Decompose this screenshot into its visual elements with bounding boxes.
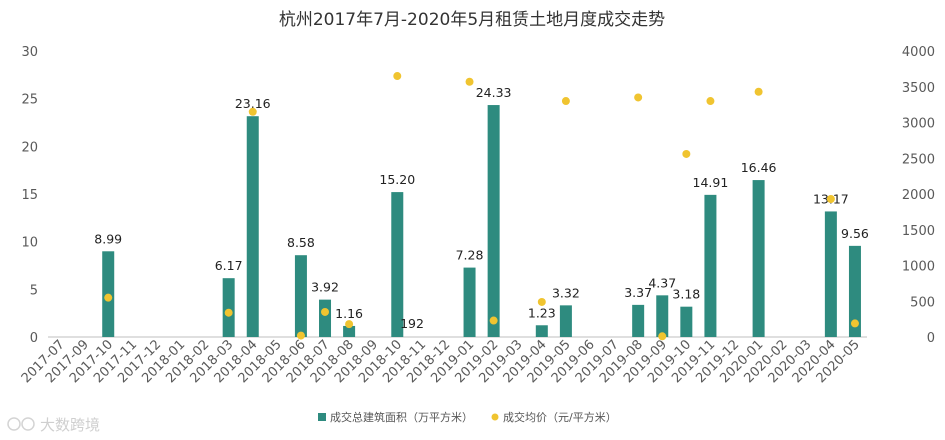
bar-value-label: 4.37 xyxy=(648,275,676,290)
price-point xyxy=(850,319,859,328)
y-right-tick-label: 4000 xyxy=(902,45,935,60)
bar xyxy=(656,295,669,337)
bar-value-label: 1.23 xyxy=(528,305,556,320)
watermark-text: 大数跨境 xyxy=(40,416,100,434)
price-point xyxy=(826,195,835,204)
y-right-tick-label: 2500 xyxy=(902,152,935,167)
bar xyxy=(848,245,861,337)
price-point xyxy=(489,316,498,325)
y-left-tick-label: 20 xyxy=(21,140,38,155)
watermark: 大数跨境 xyxy=(7,416,100,434)
chart-title: 杭州2017年7月-2020年5月租赁土地月度成交走势 xyxy=(279,10,665,30)
bar xyxy=(294,255,307,337)
legend-swatch-price xyxy=(491,413,499,421)
bar-series xyxy=(102,105,861,337)
legend-label-area: 成交总建筑面积（万平方米） xyxy=(330,410,473,424)
price-points xyxy=(104,72,859,341)
bar xyxy=(246,116,259,337)
y-right-tick-label: 0 xyxy=(927,331,935,346)
bar-value-label: 3.92 xyxy=(311,280,339,295)
price-point xyxy=(321,307,330,316)
bar xyxy=(319,299,332,337)
y-axis-left: 0 5 10 15 20 25 30 xyxy=(21,45,38,346)
bar-value-label: 16.46 xyxy=(741,160,777,175)
bar xyxy=(535,325,548,337)
y-left-tick-label: 30 xyxy=(21,45,38,60)
y-right-tick-label: 500 xyxy=(910,295,935,310)
price-point xyxy=(248,107,257,116)
y-right-tick-label: 3500 xyxy=(902,81,935,96)
y-right-tick-label: 1500 xyxy=(902,224,935,239)
bar-value-label: 1.16 xyxy=(335,306,363,321)
y-right-tick-label: 2000 xyxy=(902,188,935,203)
y-left-tick-label: 5 xyxy=(30,283,38,298)
bar-value-label: 8.99 xyxy=(94,231,122,246)
y-axis-right: 0 500 1000 1500 2000 2500 3000 3500 4000 xyxy=(902,45,935,346)
bar xyxy=(391,192,404,337)
price-point xyxy=(561,97,570,106)
legend-label-price: 成交均价（元/平方米） xyxy=(503,410,617,424)
y-left-tick-label: 10 xyxy=(21,236,38,251)
price-point xyxy=(537,297,546,306)
price-point xyxy=(104,293,113,302)
bar xyxy=(824,211,837,337)
y-left-tick-label: 25 xyxy=(21,93,38,108)
bar-value-label: 7.28 xyxy=(456,248,484,263)
price-point xyxy=(682,149,691,158)
legend: 成交总建筑面积（万平方米） 成交均价（元/平方米） xyxy=(318,410,617,424)
bar-value-label: 24.33 xyxy=(476,85,512,100)
annotation-192: 192 xyxy=(400,316,424,331)
bar-value-label: 3.37 xyxy=(624,285,652,300)
x-axis: 2017-072017-092017-102017-112017-122018-… xyxy=(19,337,863,386)
price-point xyxy=(345,320,354,329)
bar xyxy=(752,180,765,337)
bar-value-label: 6.17 xyxy=(215,258,243,273)
bar-value-label: 23.16 xyxy=(235,96,271,111)
legend-swatch-area xyxy=(318,413,326,421)
bar xyxy=(680,306,693,337)
price-point xyxy=(754,87,763,96)
price-point xyxy=(224,308,233,317)
bar xyxy=(704,194,717,337)
bar xyxy=(632,304,645,337)
price-point xyxy=(658,332,667,341)
price-point xyxy=(634,93,643,102)
bar xyxy=(463,267,476,337)
y-left-tick-label: 0 xyxy=(30,331,38,346)
bar xyxy=(343,325,356,337)
bar xyxy=(222,278,235,337)
bar-data-labels: 8.99 6.17 23.16 8.58 3.92 1.16 15.20 7.28 24.33 1… xyxy=(94,85,869,321)
bar-value-label: 3.32 xyxy=(552,285,580,300)
price-point xyxy=(465,77,474,86)
price-point xyxy=(706,97,715,106)
bar-value-label: 3.18 xyxy=(672,287,700,302)
y-right-tick-label: 1000 xyxy=(902,260,935,275)
bar xyxy=(487,105,500,337)
watermark-logo-icon xyxy=(7,417,21,431)
watermark-logo-icon-2 xyxy=(21,417,35,431)
price-point xyxy=(296,331,305,340)
bar-value-label: 9.56 xyxy=(841,226,869,241)
price-point xyxy=(393,72,402,81)
bar-value-label: 8.58 xyxy=(287,235,315,250)
y-left-tick-label: 15 xyxy=(21,188,38,203)
y-right-tick-label: 3000 xyxy=(902,117,935,132)
bar xyxy=(559,305,572,337)
bar-value-label: 15.20 xyxy=(379,172,415,187)
bar-value-label: 14.91 xyxy=(693,175,729,190)
